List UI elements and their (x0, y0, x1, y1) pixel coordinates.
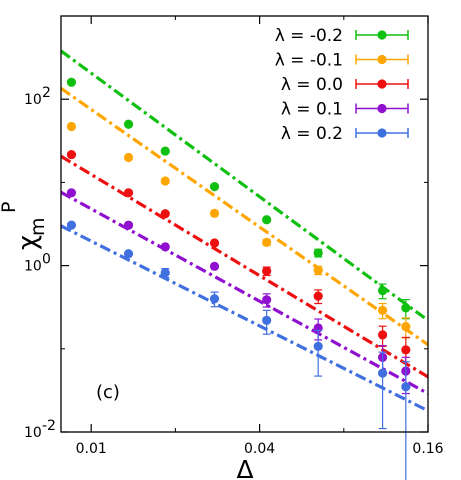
y-tick-label: 10 (24, 425, 42, 441)
x-tick-label: 0.16 (412, 441, 443, 457)
data-point-s2-0 (66, 149, 77, 160)
data-point-s1-4 (262, 237, 272, 248)
legend-marker-1 (377, 54, 387, 65)
data-point-s0-1 (123, 119, 134, 129)
y-axis-label: χ m P (0, 202, 49, 250)
x-tick-label: 0.04 (244, 441, 275, 457)
data-point-s4-0 (66, 220, 77, 230)
legend-label-2: λ = 0.0 (281, 75, 343, 95)
data-point-s1-6 (377, 305, 388, 315)
data-point-s0-0 (66, 77, 77, 87)
y-tick-exponent: -2 (42, 418, 56, 434)
y-axis-label-main: χ (13, 235, 43, 250)
legend-label-0: λ = -0.2 (275, 26, 343, 46)
legend: λ = -0.2 λ = -0.1 λ = 0.0 λ = 0.1 λ = 0.2 (275, 26, 409, 144)
data-markers (66, 77, 411, 480)
data-point-s3-1 (123, 220, 134, 230)
data-point-s1-3 (209, 208, 220, 218)
fit-line-2 (61, 154, 428, 379)
axis-ticks (61, 16, 429, 433)
data-point-s3-2 (160, 242, 170, 252)
legend-marker-3 (377, 103, 387, 114)
fit-line-1 (61, 87, 428, 347)
data-point-s0-3 (209, 182, 220, 192)
data-point-s1-7 (401, 321, 411, 332)
data-point-s2-3 (209, 238, 220, 248)
data-point-s1-1 (123, 152, 134, 163)
y-tick-exponent: 0 (42, 252, 51, 268)
y-axis-label-sub: m (27, 217, 49, 236)
legend-marker-0 (377, 30, 387, 40)
fit-lines (61, 49, 428, 413)
data-point-s0-2 (160, 146, 170, 156)
fit-line-4 (61, 224, 428, 413)
data-point-s3-3 (209, 261, 220, 271)
data-point-s4-1 (123, 249, 134, 259)
data-point-s0-4 (262, 215, 272, 225)
data-point-s3-4 (262, 295, 272, 305)
data-point-s2-7 (401, 345, 411, 355)
y-axis-label-sup: P (0, 202, 20, 213)
data-point-s4-7 (401, 382, 411, 392)
data-point-s2-1 (123, 188, 134, 198)
data-point-s4-6 (377, 368, 388, 378)
legend-label-1: λ = -0.1 (275, 51, 343, 71)
data-point-s2-5 (313, 291, 323, 301)
plot-frame (60, 15, 429, 433)
data-point-s0-5 (313, 248, 323, 258)
data-point-s1-0 (66, 121, 77, 132)
y-tick-label: 10 (24, 259, 42, 275)
fit-line-3 (61, 190, 428, 395)
legend-label-3: λ = 0.1 (281, 100, 343, 120)
data-point-s0-6 (377, 286, 388, 296)
data-point-s4-5 (313, 341, 323, 351)
x-tick-label: 0.01 (76, 441, 107, 457)
data-point-s4-2 (160, 268, 170, 278)
data-point-s2-2 (160, 209, 170, 219)
legend-marker-2 (377, 79, 387, 89)
y-tick-exponent: 2 (42, 85, 51, 101)
data-point-s0-7 (401, 303, 411, 313)
data-point-s4-4 (262, 315, 272, 325)
data-point-s4-3 (209, 294, 220, 304)
panel-label: (c) (96, 382, 120, 403)
data-point-s1-2 (160, 176, 170, 186)
data-point-s3-0 (66, 188, 77, 198)
x-axis-label: Δ (236, 455, 253, 480)
fit-line-0 (61, 49, 428, 322)
legend-marker-4 (377, 128, 387, 138)
data-point-s2-4 (262, 266, 272, 276)
data-point-s2-6 (377, 330, 388, 340)
legend-label-4: λ = 0.2 (281, 124, 343, 144)
data-point-s1-5 (313, 265, 323, 275)
y-tick-label: 10 (24, 92, 42, 108)
